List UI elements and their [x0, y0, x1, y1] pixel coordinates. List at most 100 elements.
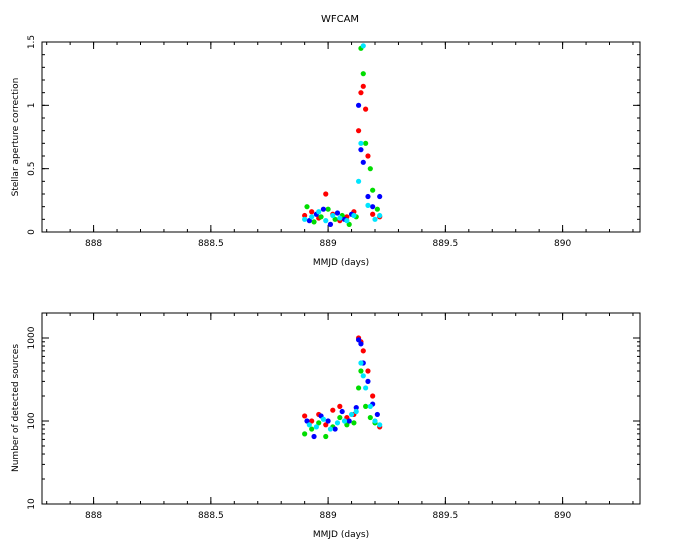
data-points	[302, 335, 383, 440]
x-tick-label: 889	[320, 511, 337, 521]
data-point	[344, 218, 350, 224]
data-point	[334, 420, 341, 426]
data-point	[339, 408, 345, 415]
x-tick-label: 888.5	[198, 239, 224, 249]
data-point	[351, 420, 357, 426]
data-point	[363, 385, 369, 391]
data-point	[355, 385, 362, 391]
data-point	[355, 102, 362, 108]
data-point	[346, 418, 352, 424]
x-axis-label: MMJD (days)	[313, 530, 369, 540]
data-point	[309, 209, 315, 215]
data-point	[327, 221, 334, 227]
data-point	[377, 193, 383, 200]
axis-ticks: 888 888.5 889 889.5 890 10 100 1000	[27, 312, 640, 521]
data-point	[309, 426, 315, 432]
data-point	[320, 416, 327, 422]
data-point	[325, 418, 331, 424]
chart-title: WFCAM	[321, 14, 359, 25]
data-point	[332, 426, 338, 432]
x-tick-label: 888	[85, 239, 102, 249]
data-point	[370, 211, 376, 217]
y-tick-label: 100	[27, 412, 37, 429]
data-point	[330, 212, 336, 219]
data-point	[367, 414, 373, 421]
data-point	[377, 212, 383, 219]
y-tick-label: 1	[27, 102, 37, 108]
data-point	[358, 147, 364, 153]
data-point	[337, 215, 343, 221]
y-axis-label: Number of detected sources	[11, 344, 21, 472]
data-point	[355, 128, 362, 134]
data-point	[344, 422, 350, 428]
x-tick-label: 890	[554, 511, 571, 521]
data-point	[330, 407, 336, 413]
data-point	[355, 337, 362, 343]
data-point	[374, 206, 380, 212]
data-point	[358, 90, 364, 96]
data-point	[309, 418, 315, 424]
data-point	[323, 433, 329, 440]
data-point	[351, 212, 357, 219]
data-points	[302, 43, 383, 227]
data-point	[363, 140, 369, 146]
data-point	[323, 422, 329, 428]
data-point	[302, 413, 308, 419]
data-point	[346, 221, 352, 227]
data-point	[316, 420, 322, 426]
data-point	[358, 368, 364, 374]
data-point	[360, 43, 366, 49]
data-point	[332, 216, 338, 222]
data-point	[353, 408, 359, 415]
data-point	[334, 210, 341, 216]
x-tick-label: 888.5	[198, 511, 224, 521]
data-point	[348, 411, 355, 418]
data-point	[370, 393, 376, 399]
data-point	[327, 426, 334, 432]
y-tick-label: 10	[27, 498, 37, 510]
data-point	[360, 83, 366, 89]
data-point	[306, 218, 312, 224]
data-point	[353, 404, 359, 411]
y-tick-label: 1000	[27, 326, 37, 349]
data-point	[358, 341, 364, 347]
data-point	[302, 212, 308, 219]
data-point	[302, 431, 308, 437]
data-point	[341, 418, 348, 424]
data-point	[360, 71, 366, 77]
x-tick-label: 889	[320, 239, 337, 249]
y-tick-label: 0.5	[27, 162, 37, 176]
data-point	[377, 422, 383, 428]
data-point	[363, 403, 369, 409]
axis-ticks: 888 888.5 889 889.5 890 0 0.5 1 1.5	[27, 35, 640, 249]
data-point	[358, 360, 364, 366]
data-point	[372, 418, 378, 424]
data-point	[372, 216, 378, 222]
detected-sources-chart: 888 888.5 889 889.5 890 10 100 1000 MMJD (days)…	[11, 312, 641, 540]
data-point	[309, 214, 315, 220]
x-tick-label: 888	[85, 511, 102, 521]
data-point	[313, 424, 319, 430]
data-point	[374, 411, 380, 418]
data-point	[360, 348, 366, 354]
data-point	[358, 140, 364, 146]
y-axis-label: Stellar aperture correction	[11, 78, 21, 197]
data-point	[365, 202, 371, 208]
data-point	[316, 209, 322, 215]
data-point	[365, 368, 371, 374]
data-point	[311, 433, 317, 440]
data-point	[363, 106, 369, 112]
x-tick-label: 890	[554, 239, 571, 249]
data-point	[365, 378, 371, 384]
data-point	[304, 204, 310, 210]
data-point	[337, 414, 343, 421]
data-point	[370, 187, 376, 193]
y-tick-label: 0	[27, 229, 37, 235]
plot-frame	[41, 312, 641, 505]
x-axis-label: MMJD (days)	[313, 258, 369, 268]
data-point	[302, 216, 308, 222]
data-point	[323, 218, 329, 224]
data-point	[320, 206, 327, 212]
data-point	[325, 206, 331, 212]
